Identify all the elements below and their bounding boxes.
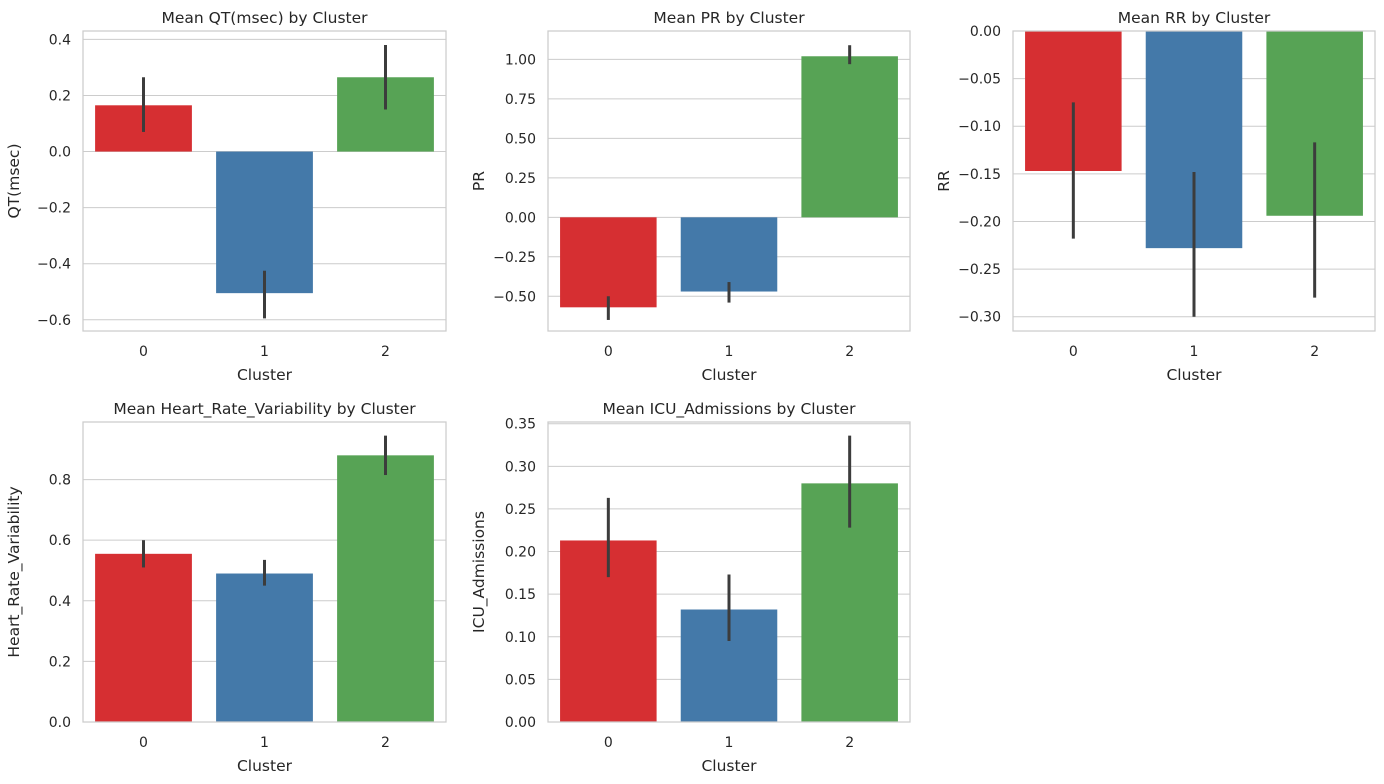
y-tick-label: 0.2 — [49, 88, 71, 104]
y-axis-label: RR — [935, 170, 953, 192]
chart-title: Mean ICU_Admissions by Cluster — [603, 400, 857, 419]
y-tick-label: 0.25 — [505, 502, 536, 518]
x-tick-label: 1 — [260, 735, 269, 751]
y-tick-label: −0.15 — [958, 167, 1001, 183]
y-tick-label: 0.00 — [505, 210, 536, 226]
plot-frame — [547, 421, 911, 723]
y-tick-label: −0.10 — [958, 119, 1001, 135]
x-axis-label: Cluster — [701, 366, 757, 384]
x-tick-label: 2 — [381, 344, 390, 360]
bar-cluster-1 — [680, 217, 778, 292]
y-tick-label: 0.25 — [505, 171, 536, 187]
x-tick-label: 0 — [604, 344, 613, 360]
y-tick-label: 0.20 — [505, 545, 536, 561]
y-tick-label: 0.6 — [49, 533, 71, 549]
chart-title: Mean RR by Cluster — [1118, 9, 1271, 27]
bar-cluster-0 — [95, 553, 192, 722]
x-tick-label: 1 — [725, 735, 734, 751]
chart-title: Mean QT(msec) by Cluster — [161, 9, 368, 27]
y-tick-label: 0.10 — [505, 630, 536, 646]
y-tick-label: 0.00 — [970, 24, 1001, 40]
y-tick-label: 0.8 — [49, 473, 71, 489]
x-axis-label: Cluster — [1166, 366, 1222, 384]
x-axis-label: Cluster — [237, 757, 293, 775]
bar-cluster-2 — [337, 455, 434, 722]
plot-frame — [1012, 30, 1376, 332]
y-tick-label: 0.50 — [505, 131, 536, 147]
y-tick-label: 0.35 — [505, 417, 536, 433]
x-tick-label: 1 — [725, 344, 734, 360]
y-tick-label: 0.05 — [505, 672, 536, 688]
y-tick-label: −0.50 — [493, 289, 536, 305]
y-tick-label: 0.0 — [49, 145, 71, 161]
x-tick-label: 0 — [604, 735, 613, 751]
y-tick-label: 0.15 — [505, 587, 536, 603]
bar-cluster-0 — [560, 217, 657, 308]
y-tick-label: 0.4 — [49, 32, 71, 48]
plot-frame — [547, 30, 911, 332]
y-tick-label: −0.6 — [37, 313, 71, 329]
chart-panel-2: −0.30 −0.25 −0.20 −0.15 −0.10 −0.05 0.00 0 1 2 Mea… — [935, 9, 1376, 384]
chart-title: Mean Heart_Rate_Variability by Cluster — [113, 400, 416, 419]
y-axis-label: Heart_Rate_Variability — [5, 486, 24, 657]
chart-panel-0: −0.6 −0.4 −0.2 0.0 0.2 0.4 0 1 2 Mean QT(msec) by… — [5, 9, 447, 384]
plot-frame — [82, 30, 447, 332]
y-tick-label: 0.0 — [49, 715, 71, 731]
x-tick-label: 2 — [845, 344, 854, 360]
y-axis-label: ICU_Admissions — [470, 511, 489, 633]
plot-frame — [82, 421, 447, 723]
bar-cluster-2 — [801, 56, 898, 218]
chart-panel-4: 0.00 0.05 0.10 0.15 0.20 0.25 0.30 0.35 0 1 2 Mean … — [470, 400, 911, 775]
y-tick-label: −0.30 — [958, 310, 1001, 326]
x-tick-label: 1 — [1190, 344, 1199, 360]
y-tick-label: −0.2 — [37, 201, 71, 217]
y-tick-label: 1.00 — [505, 52, 536, 68]
x-tick-label: 2 — [845, 735, 854, 751]
chart-panel-1: −0.50 −0.25 0.00 0.25 0.50 0.75 1.00 0 1 2 Mean PR… — [470, 9, 911, 384]
x-axis-label: Cluster — [237, 366, 293, 384]
x-axis-label: Cluster — [701, 757, 757, 775]
y-tick-label: 0.75 — [505, 92, 536, 108]
x-tick-label: 0 — [139, 735, 148, 751]
y-tick-label: −0.4 — [37, 257, 71, 273]
x-tick-label: 0 — [139, 344, 148, 360]
y-axis-label: PR — [470, 171, 488, 191]
x-tick-label: 0 — [1069, 344, 1078, 360]
chart-title: Mean PR by Cluster — [653, 9, 805, 27]
y-tick-label: 0.00 — [505, 715, 536, 731]
chart-panel-3: 0.0 0.2 0.4 0.6 0.8 0 1 2 Mean Heart_Rate_Variab… — [5, 400, 447, 775]
x-tick-label: 2 — [381, 735, 390, 751]
y-axis-label: QT(msec) — [5, 144, 23, 219]
x-tick-label: 2 — [1310, 344, 1319, 360]
bar-cluster-1 — [216, 573, 313, 722]
y-tick-label: 0.2 — [49, 654, 71, 670]
y-tick-label: −0.25 — [958, 262, 1001, 278]
y-tick-label: −0.05 — [958, 72, 1001, 88]
y-tick-label: −0.25 — [493, 250, 536, 266]
y-tick-label: 0.30 — [505, 459, 536, 475]
y-tick-label: −0.20 — [958, 214, 1001, 230]
bar-cluster-1 — [216, 151, 313, 294]
y-tick-label: 0.4 — [49, 594, 71, 610]
x-tick-label: 1 — [260, 344, 269, 360]
